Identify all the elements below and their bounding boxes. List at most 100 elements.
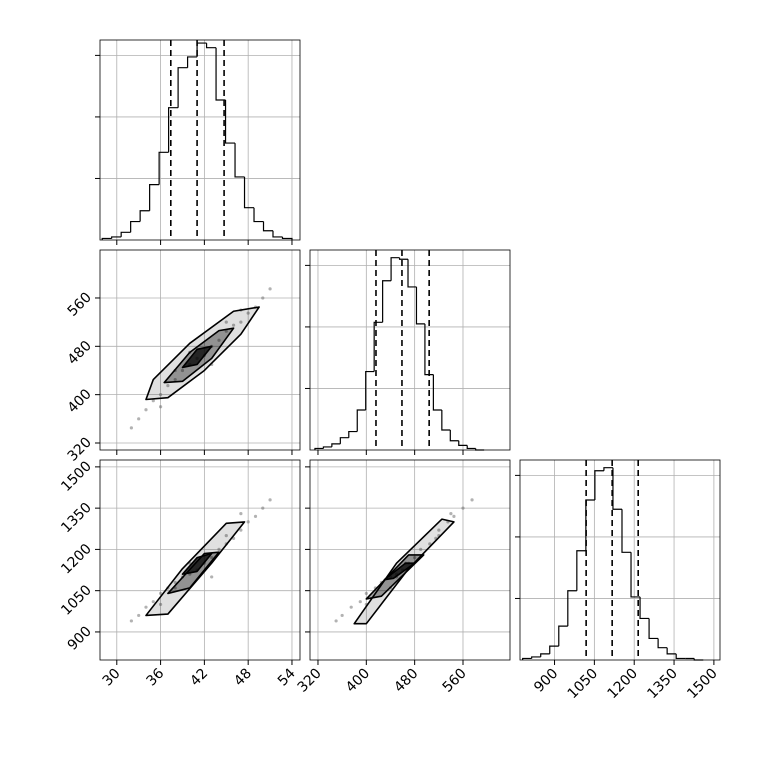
histogram-step — [373, 321, 383, 372]
sample-point — [180, 368, 185, 373]
histogram-step — [531, 656, 541, 659]
sample-point — [413, 556, 417, 560]
sample-point — [151, 600, 155, 604]
histogram-step — [234, 143, 245, 178]
histogram-step — [149, 184, 160, 211]
sample-point — [334, 619, 338, 623]
sample-point — [166, 383, 170, 388]
sample-point — [173, 377, 177, 382]
sample-point — [217, 547, 221, 552]
histogram-step — [603, 467, 613, 471]
histogram-step — [648, 618, 659, 640]
x-tick-label: 30 — [100, 666, 124, 690]
histogram-step — [348, 430, 358, 438]
histogram-step — [243, 176, 255, 209]
sample-point — [129, 426, 133, 430]
histogram-step — [139, 210, 150, 222]
sample-point — [217, 338, 221, 342]
sample-point — [224, 320, 228, 324]
sample-point — [210, 556, 214, 560]
panel-frame — [309, 249, 511, 451]
histogram-step — [407, 259, 417, 288]
histogram-step — [111, 236, 122, 239]
y-tick-label: 1200 — [58, 541, 95, 578]
sample-point — [137, 613, 141, 618]
sample-point — [137, 417, 141, 421]
histogram-step — [382, 280, 392, 323]
histogram-step — [398, 257, 409, 260]
sample-point — [224, 329, 228, 333]
sample-point — [144, 408, 148, 412]
x-tick-label: 1350 — [644, 666, 681, 703]
histogram-step — [339, 437, 349, 444]
sample-point — [461, 506, 465, 510]
sample-point — [151, 399, 155, 403]
histogram-step — [390, 257, 400, 281]
sample-point — [349, 605, 353, 609]
sample-point — [428, 542, 432, 546]
sample-point — [158, 405, 163, 409]
sample-point — [452, 514, 456, 518]
histogram-step — [594, 470, 604, 500]
x-tick-label: 560 — [440, 666, 470, 696]
histogram-step — [281, 236, 293, 240]
histogram-step — [441, 410, 451, 431]
histogram-step — [224, 100, 236, 144]
histogram-step — [432, 374, 442, 411]
sample-point — [210, 575, 214, 579]
histogram-step — [522, 657, 532, 660]
y-tick-label: 900 — [65, 623, 95, 653]
histogram-step — [621, 509, 632, 553]
sample-point — [437, 528, 441, 532]
histogram-step — [576, 550, 586, 591]
histogram-step — [205, 43, 217, 49]
y-tick-label: 1050 — [58, 582, 95, 619]
y-tick-label: 400 — [65, 386, 95, 416]
histogram-step — [158, 151, 169, 185]
x-tick-label: 320 — [295, 666, 325, 696]
histogram-step — [458, 440, 468, 446]
sample-point — [246, 311, 250, 315]
sample-point — [129, 619, 133, 623]
histogram-step — [130, 220, 141, 233]
x-tick-label: 1050 — [565, 666, 602, 703]
histogram-step — [322, 446, 332, 449]
contour — [181, 552, 213, 575]
histogram-step — [168, 107, 179, 153]
histogram-step — [314, 447, 324, 450]
histogram-step — [272, 230, 283, 238]
histogram-step — [101, 237, 112, 240]
y-tick-label: 1350 — [58, 500, 95, 537]
y-tick-label: 560 — [65, 289, 95, 319]
x-tick-label: 900 — [531, 666, 561, 696]
sample-point — [239, 320, 243, 324]
panel-frame — [99, 459, 301, 661]
sample-point — [239, 512, 243, 516]
histogram-step — [262, 221, 273, 232]
sample-point — [340, 613, 344, 618]
histogram-step — [196, 42, 207, 57]
sample-point — [261, 296, 265, 300]
sample-point — [419, 547, 423, 552]
sample-point — [158, 591, 163, 596]
sample-point — [268, 498, 272, 502]
sample-point — [268, 287, 272, 291]
histogram-step — [365, 370, 375, 410]
y-tick-label: 320 — [65, 435, 95, 465]
panel-frame — [309, 459, 511, 661]
histogram-step — [415, 286, 425, 325]
histogram-step — [675, 653, 686, 660]
histogram-step — [540, 653, 550, 657]
sample-point — [144, 605, 148, 609]
histogram-step — [639, 596, 650, 620]
sample-point — [253, 514, 258, 518]
histogram-step — [549, 645, 559, 654]
sample-point — [158, 393, 163, 397]
histogram-step — [186, 56, 198, 68]
sample-point — [449, 512, 453, 516]
histogram-step — [466, 445, 476, 450]
sample-point — [246, 520, 250, 524]
x-tick-label: 480 — [391, 666, 421, 696]
sample-point — [173, 580, 177, 585]
